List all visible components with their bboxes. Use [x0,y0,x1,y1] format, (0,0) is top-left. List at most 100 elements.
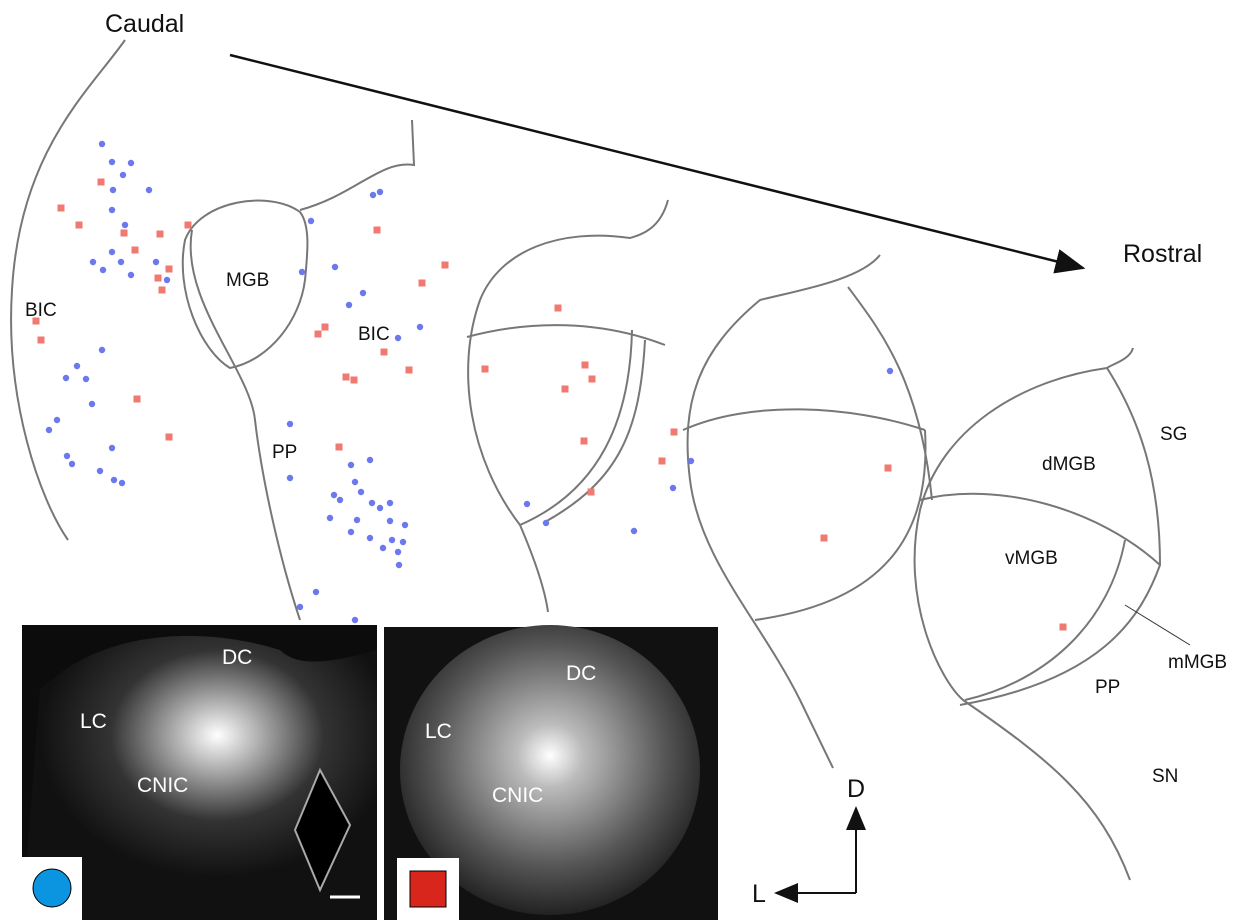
dorsal-label: D [847,775,865,803]
tracer-dot [332,264,338,270]
tracer-dot [688,458,694,464]
tracer-dot [313,589,319,595]
tracer-square [562,386,569,393]
tracer-dot [370,192,376,198]
tracer-square [1060,624,1067,631]
tracer-dot [97,468,103,474]
region-label: BIC [358,324,390,345]
tracer-dot [287,475,293,481]
tracer-square [381,349,388,356]
panel-label: LC [80,710,107,733]
tracer-dot [83,376,89,382]
tracer-dot [348,462,354,468]
tracer-dot [543,520,549,526]
tracer-dot [417,324,423,330]
tracer-dot [297,604,303,610]
tracer-square [351,377,358,384]
tracer-dot [110,187,116,193]
tracer-square [581,438,588,445]
tracer-square [38,337,45,344]
tracer-dot [46,427,52,433]
tracer-square [589,376,596,383]
tracer-dot [69,461,75,467]
tracer-square [442,262,449,269]
tracer-dot [352,479,358,485]
tracer-dot [389,537,395,543]
tracer-dot [346,302,352,308]
tracer-dot [887,368,893,374]
tracer-dot [348,529,354,535]
tracer-square [659,458,666,465]
tracer-square [322,324,329,331]
tracer-dot [337,497,343,503]
tracer-dot [369,500,375,506]
tracer-dot [109,207,115,213]
tracer-square [482,366,489,373]
tracer-square [336,444,343,451]
tracer-dot [109,249,115,255]
tracer-dot [327,515,333,521]
tracer-square [406,367,413,374]
tracer-dot [287,421,293,427]
injection-markers [33,141,1067,631]
panel-label: LC [425,720,452,743]
rostral-label: Rostral [1123,240,1202,268]
tracer-dot [360,290,366,296]
tracer-dot [109,445,115,451]
tracer-square [315,331,322,338]
tracer-square [155,275,162,282]
tracer-square [588,489,595,496]
tracer-square [671,429,678,436]
tracer-dot [99,141,105,147]
tracer-dot [109,159,115,165]
tracer-square [132,247,139,254]
caudal-label: Caudal [105,10,184,38]
tracer-dot [308,218,314,224]
tracer-dot [395,549,401,555]
tracer-dot [99,347,105,353]
panel-label: DC [222,646,252,669]
figure: Caudal Rostral BIC MGB BIC PP SG dMGB vM… [0,0,1250,920]
region-label: MGB [226,270,269,291]
tracer-square [821,535,828,542]
tracer-square [555,305,562,312]
tracer-dot [377,505,383,511]
tracer-dot [118,259,124,265]
tracer-dot [524,501,530,507]
tracer-square [885,465,892,472]
tracer-square [419,280,426,287]
tracer-dot [387,518,393,524]
tracer-dot [377,189,383,195]
tracer-square [121,230,128,237]
tracer-dot [164,277,170,283]
tracer-dot [299,269,305,275]
tracer-square [58,205,65,212]
region-label: PP [272,442,297,463]
tracer-square [134,396,141,403]
tracer-dot [400,539,406,545]
tracer-dot [402,522,408,528]
tracer-dot [395,335,401,341]
tracer-dot [120,172,126,178]
tracer-dot [358,489,364,495]
tracer-dot [128,272,134,278]
region-label: PP [1095,677,1120,698]
tracer-dot [331,492,337,498]
tracer-dot [352,617,358,623]
tracer-dot [100,267,106,273]
tracer-dot [128,160,134,166]
region-label: vMGB [1005,548,1058,569]
tracer-dot [153,259,159,265]
panel-label: DC [566,662,596,685]
tracer-dot [396,562,402,568]
tracer-dot [354,517,360,523]
tracer-dot [111,477,117,483]
tracer-square [343,374,350,381]
tracer-dot [367,457,373,463]
tracer-dot [670,485,676,491]
panel-label: CNIC [137,774,188,797]
tracer-square [159,287,166,294]
tracer-square [157,231,164,238]
micrograph-right [384,625,718,920]
tracer-square [98,179,105,186]
